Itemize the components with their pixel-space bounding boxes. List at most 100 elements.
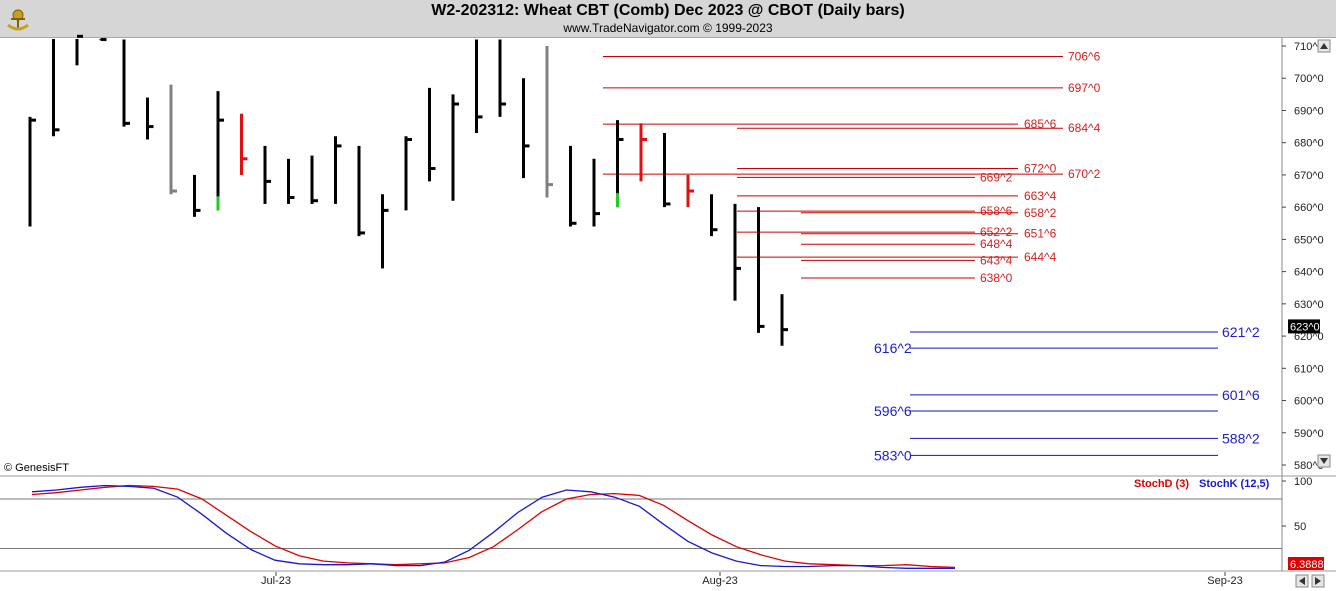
level-label-red: 651^6: [1024, 227, 1057, 241]
level-label-blue: 616^2: [874, 340, 912, 356]
level-label-red: 669^2: [980, 170, 1013, 184]
price-tick-label: 670^0: [1294, 170, 1324, 182]
date-tick-label: Sep-23: [1207, 575, 1242, 587]
stoch-tick-label: 50: [1294, 521, 1306, 533]
level-label-blue: 583^0: [874, 447, 912, 463]
ohlc-bar: [169, 84, 177, 195]
chevron-up-icon: [1320, 43, 1328, 49]
level-label-blue: 588^2: [1222, 430, 1260, 446]
level-label-red: 670^2: [1068, 167, 1101, 181]
level-label-red: 684^4: [1068, 121, 1101, 135]
ohlc-bar: [193, 174, 201, 217]
date-axis-background: [0, 572, 1336, 591]
level-label-red: 652^2: [980, 225, 1013, 239]
title-bar: W2-202312: Wheat CBT (Comb) Dec 2023 @ C…: [0, 0, 1336, 38]
price-tick-label: 660^0: [1294, 202, 1324, 214]
level-label-red: 663^4: [1024, 189, 1057, 203]
chart-subtitle: www.TradeNavigator.com © 1999-2023: [563, 21, 773, 35]
price-tick-label: 640^0: [1294, 267, 1324, 279]
last-price-label: 623^0: [1290, 321, 1320, 333]
ohlc-bar: [28, 116, 36, 227]
ohlc-bar: [240, 113, 248, 175]
ohlc-bar: [357, 145, 365, 237]
date-tick-label: Aug-23: [702, 575, 737, 587]
ohlc-bar: [99, 38, 107, 42]
price-tick-label: 680^0: [1294, 138, 1324, 150]
level-label-red: 638^0: [980, 271, 1013, 285]
price-tick-label: 620^0: [1294, 331, 1324, 343]
chevron-right-icon: [1315, 577, 1321, 585]
ohlc-bar: [263, 145, 271, 204]
price-tick-label: 710^0: [1294, 41, 1324, 53]
price-panel: [0, 38, 1282, 475]
price-tick-label: 630^0: [1294, 299, 1324, 311]
ohlc-bar: [475, 39, 483, 134]
price-levels: 706^6 697^0 685^6 684^4 672^0 670^2 669^2 663^4…: [603, 49, 1260, 463]
level-label-red: 685^6: [1024, 117, 1057, 131]
ohlc-bar: [592, 158, 600, 227]
ohlc-bar: [287, 158, 295, 204]
price-axis[interactable]: 710^0 700^0 690^0 680^0 670^0 660^0 650^0 640^0…: [1281, 38, 1336, 571]
chart-title: W2-202312: Wheat CBT (Comb) Dec 2023 @ C…: [431, 2, 905, 19]
legend-stoch-k: StochK (12,5): [1199, 478, 1270, 490]
ohlc-bar: [122, 39, 130, 127]
ohlc-bar: [334, 136, 342, 204]
level-label-red: 658^6: [980, 204, 1013, 218]
price-axis-background: [1282, 38, 1336, 475]
ohlc-bar: [663, 133, 671, 208]
price-plot-area: [0, 38, 1282, 475]
stoch-k-line: [31, 484, 955, 569]
watermark-text: © GenesisFT: [4, 462, 69, 474]
level-label-red: 648^4: [980, 237, 1013, 251]
ohlc-bar: [616, 120, 624, 208]
tradenavigator-logo-icon: [3, 3, 33, 33]
price-tick-label: 580^0: [1294, 460, 1324, 472]
level-label-red: 658^2: [1024, 206, 1057, 220]
ohlc-bar: [545, 46, 553, 198]
ohlc-bar: [569, 145, 577, 227]
chevron-down-icon: [1320, 458, 1328, 464]
level-label-red: 643^4: [980, 253, 1013, 267]
price-tick-label: 610^0: [1294, 363, 1324, 375]
ohlc-bar: [404, 136, 412, 211]
stoch-d-line: [31, 484, 956, 569]
level-label-red: 672^0: [1024, 161, 1057, 175]
chevron-left-icon: [1299, 577, 1305, 585]
stoch-value-label: 6.3888: [1290, 559, 1324, 571]
ohlc-bar: [428, 87, 436, 182]
ohlc-bar: [757, 207, 765, 333]
price-tick-label: 700^0: [1294, 73, 1324, 85]
ohlc-bar: [522, 78, 530, 179]
ohlc-bar: [146, 97, 154, 140]
date-axis[interactable]: Jul-23 Aug-23 Sep-23: [0, 572, 1336, 591]
level-label-blue: 596^6: [874, 403, 912, 419]
legend-stoch-d: StochD (3): [1134, 478, 1189, 490]
ohlc-bar: [733, 203, 741, 301]
ohlc-bar: [310, 155, 318, 204]
level-label-blue: 601^6: [1222, 387, 1260, 403]
stoch-tick-label: 100: [1294, 476, 1312, 488]
level-label-red: 706^6: [1068, 49, 1101, 63]
ohlc-bar: [498, 39, 506, 117]
ohlc-bars: [28, 34, 788, 346]
date-tick-label: Jul-23: [261, 575, 291, 587]
ohlc-bar: [639, 123, 647, 182]
level-label-red: 697^0: [1068, 81, 1101, 95]
ohlc-bar: [686, 174, 694, 208]
price-tick-label: 590^0: [1294, 428, 1324, 440]
ohlc-bar: [710, 194, 718, 237]
ohlc-bar: [451, 94, 459, 201]
price-tick-label: 650^0: [1294, 234, 1324, 246]
level-label-red: 644^4: [1024, 250, 1057, 264]
level-label-blue: 621^2: [1222, 324, 1260, 340]
ohlc-bar: [780, 294, 788, 346]
ohlc-bar: [216, 91, 224, 211]
last-price-badge: [1288, 319, 1320, 334]
ohlc-bar: [75, 34, 83, 66]
price-tick-label: 600^0: [1294, 396, 1324, 408]
ohlc-bar: [52, 39, 60, 137]
stochastic-panel: 100 50 StochD (3) StochK (12,5) 6.3888: [0, 475, 1336, 572]
price-tick-label: 690^0: [1294, 105, 1324, 117]
ohlc-bar: [381, 194, 389, 269]
